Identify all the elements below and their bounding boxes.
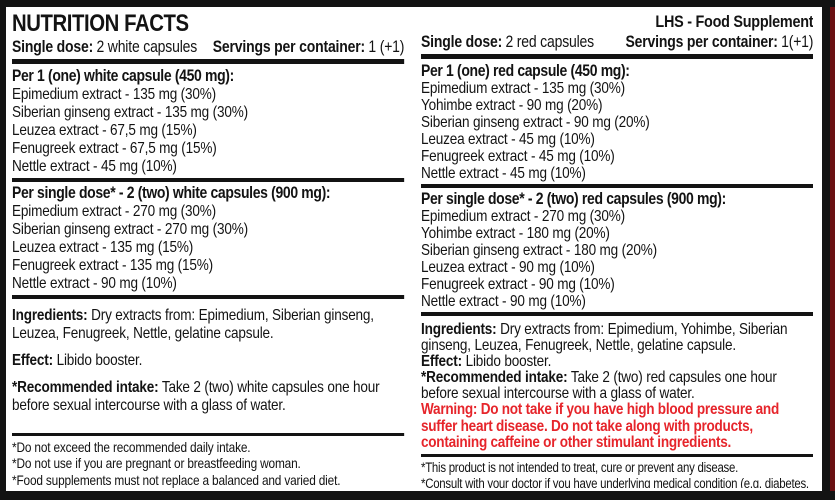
ingredient-row: Fenugreek extract - 90 mg (10%) bbox=[420, 276, 615, 293]
per-white-capsule-heading: Per 1 (one) white capsule (450 mg): bbox=[12, 67, 234, 85]
footnote: *Do not exceed the recommended daily int… bbox=[12, 438, 251, 455]
divider bbox=[420, 184, 813, 188]
ingredient-row: Siberian ginseng extract - 270 mg (30%) bbox=[12, 221, 248, 238]
red-recommended-intake: *Recommended intake: Take 2 (two) red ca… bbox=[420, 369, 777, 402]
footnote: *This product is not intended to treat, … bbox=[420, 459, 738, 475]
divider bbox=[420, 312, 813, 316]
per-red-dose-rows: Epimedium extract - 270 mg (30%) Yohimbe … bbox=[421, 208, 813, 310]
ingredient-row: Nettle extract - 90 mg (10%) bbox=[420, 293, 586, 310]
white-capsules-content: NUTRITION FACTS Single dose: 2 white caps… bbox=[12, 10, 404, 488]
servings-white: Servings per container: 1 (+1) bbox=[212, 38, 405, 56]
ingredient-row: Siberian ginseng extract - 90 mg (20%) bbox=[420, 114, 650, 131]
red-effect: Effect: Libido booster. bbox=[420, 353, 551, 370]
white-effect: Effect: Libido booster. bbox=[12, 352, 143, 369]
left-dose-line: Single dose: 2 white capsules Servings pe… bbox=[12, 37, 404, 57]
red-ingredients: Ingredients: Dry extracts from: Epimediu… bbox=[420, 321, 788, 354]
per-white-dose-rows: Epimedium extract - 270 mg (30%) Siberian… bbox=[12, 203, 404, 293]
footnote: *Food supplements must not replace a bal… bbox=[12, 471, 341, 488]
ingredient-row: Nettle extract - 45 mg (10%) bbox=[420, 165, 586, 182]
white-footnotes: *Do not exceed the recommended daily int… bbox=[12, 438, 404, 489]
ingredient-row: Epimedium extract - 270 mg (30%) bbox=[420, 208, 625, 225]
single-dose-white: Single dose: 2 white capsules bbox=[12, 38, 198, 56]
ingredient-row: Epimedium extract - 135 mg (30%) bbox=[420, 80, 625, 97]
right-dose-line: Single dose: 2 red capsules Servings per … bbox=[421, 32, 813, 52]
page-title: NUTRITION FACTS bbox=[12, 10, 189, 37]
per-white-dose-heading: Per single dose* - 2 (two) white capsule… bbox=[12, 184, 331, 202]
white-recommended-intake: *Recommended intake: Take 2 (two) white … bbox=[12, 379, 380, 414]
divider bbox=[420, 453, 813, 457]
single-dose-red: Single dose: 2 red capsules bbox=[420, 33, 594, 51]
ingredient-row: Epimedium extract - 270 mg (30%) bbox=[12, 203, 216, 220]
per-white-capsule-rows: Epimedium extract - 135 mg (30%) Siberian… bbox=[12, 86, 404, 176]
brand-title: LHS - Food Supplement bbox=[654, 12, 813, 31]
ingredient-row: Leuzea extract - 67,5 mg (15%) bbox=[12, 122, 197, 139]
spacer bbox=[12, 415, 404, 431]
ingredient-row: Leuzea extract - 135 mg (15%) bbox=[12, 239, 194, 256]
divider bbox=[12, 178, 405, 182]
right-edge-red-strip bbox=[830, 7, 835, 491]
footnote: *Consult with your doctor if you have un… bbox=[420, 475, 809, 489]
red-footnotes: *This product is not intended to treat, … bbox=[421, 459, 813, 489]
footnote: *Do not use if you are pregnant or breas… bbox=[12, 455, 301, 471]
ingredient-row: Yohimbe extract - 180 mg (20%) bbox=[420, 225, 610, 242]
white-capsules-panel: NUTRITION FACTS Single dose: 2 white caps… bbox=[12, 10, 405, 488]
ingredient-row: Siberian ginseng extract - 180 mg (20%) bbox=[420, 242, 657, 259]
red-capsules-content: LHS - Food Supplement Single dose: 2 red … bbox=[420, 10, 813, 489]
servings-red: Servings per container: 1(+1) bbox=[624, 33, 813, 51]
ingredient-row: Fenugreek extract - 135 mg (15%) bbox=[12, 257, 213, 274]
ingredient-row: Leuzea extract - 90 mg (10%) bbox=[420, 259, 595, 276]
per-red-dose-heading: Per single dose* - 2 (two) red capsules … bbox=[420, 190, 726, 208]
ingredient-row: Leuzea extract - 45 mg (10%) bbox=[420, 131, 595, 148]
ingredient-row: Nettle extract - 90 mg (10%) bbox=[12, 275, 177, 292]
ingredient-row: Epimedium extract - 135 mg (30%) bbox=[12, 86, 216, 103]
white-ingredients: Ingredients: Dry extracts from: Epimediu… bbox=[12, 307, 374, 342]
warning-text: Warning: Do not take if you have high bl… bbox=[420, 401, 779, 451]
per-red-capsule-heading: Per 1 (one) red capsule (450 mg): bbox=[420, 62, 630, 80]
ingredient-row: Fenugreek extract - 45 mg (10%) bbox=[420, 148, 615, 165]
divider bbox=[12, 432, 405, 436]
divider bbox=[12, 295, 405, 299]
red-capsules-panel: LHS - Food Supplement Single dose: 2 red … bbox=[420, 10, 813, 489]
per-red-capsule-rows: Epimedium extract - 135 mg (30%) Yohimbe … bbox=[421, 80, 813, 182]
right-black-border bbox=[822, 7, 830, 491]
ingredient-row: Fenugreek extract - 67,5 mg (15%) bbox=[12, 140, 217, 157]
ingredient-row: Siberian ginseng extract - 135 mg (30%) bbox=[12, 104, 248, 121]
divider bbox=[12, 59, 405, 64]
divider bbox=[420, 54, 813, 59]
ingredient-row: Nettle extract - 45 mg (10%) bbox=[12, 158, 177, 175]
ingredient-row: Yohimbe extract - 90 mg (20%) bbox=[420, 97, 603, 114]
